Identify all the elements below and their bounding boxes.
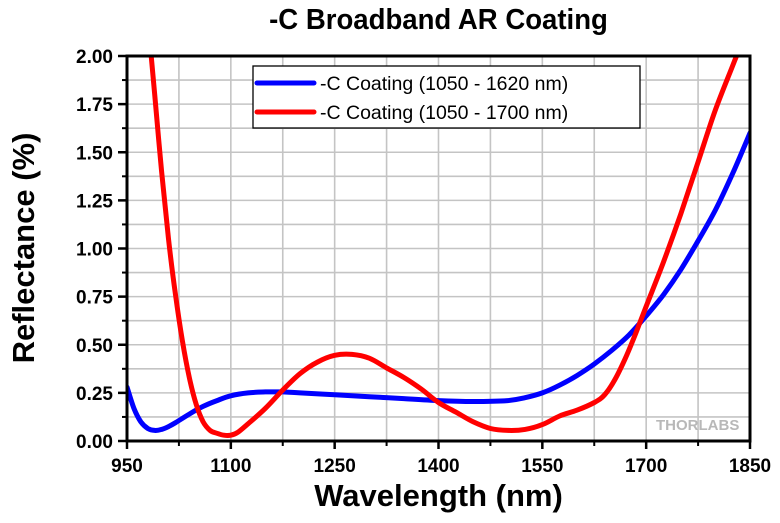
series-group bbox=[127, 56, 750, 438]
x-tick-label: 1700 bbox=[625, 456, 667, 477]
y-tick-label: 0.50 bbox=[76, 336, 113, 357]
legend: -C Coating (1050 - 1620 nm) -C Coating (1… bbox=[252, 65, 641, 129]
legend-label-2: -C Coating (1050 - 1700 nm) bbox=[320, 102, 568, 124]
y-tick-label: 1.25 bbox=[76, 191, 113, 212]
x-tick-label: 1550 bbox=[521, 456, 563, 477]
y-tick-label: 1.75 bbox=[76, 95, 113, 116]
y-tick-label: 1.00 bbox=[76, 240, 113, 261]
x-tick-label: 1850 bbox=[729, 456, 771, 477]
y-tick-label: 0.25 bbox=[76, 384, 113, 405]
series-line-2 bbox=[148, 56, 740, 438]
chart-title: -C Broadband AR Coating bbox=[269, 4, 608, 36]
x-tick-label: 1100 bbox=[210, 456, 251, 477]
series-line-1 bbox=[127, 130, 750, 433]
x-axis-label: Wavelength (nm) bbox=[314, 478, 563, 513]
y-tick-label: 0.00 bbox=[76, 432, 113, 453]
x-tick-label: 1250 bbox=[314, 456, 356, 477]
y-tick-label: 1.50 bbox=[76, 143, 113, 164]
ticks: 950 1100 1250 1400 1550 1700 1850 0.00 0.25 0.50 0… bbox=[76, 47, 771, 477]
legend-label-1: -C Coating (1050 - 1620 nm) bbox=[320, 73, 568, 95]
watermark-logo: THORLABS bbox=[656, 417, 739, 434]
y-tick-label: 2.00 bbox=[76, 47, 113, 68]
legend-box bbox=[252, 65, 641, 129]
x-tick-label: 950 bbox=[111, 456, 143, 477]
x-tick-label: 1400 bbox=[417, 456, 459, 477]
y-tick-label: 0.75 bbox=[76, 288, 113, 309]
